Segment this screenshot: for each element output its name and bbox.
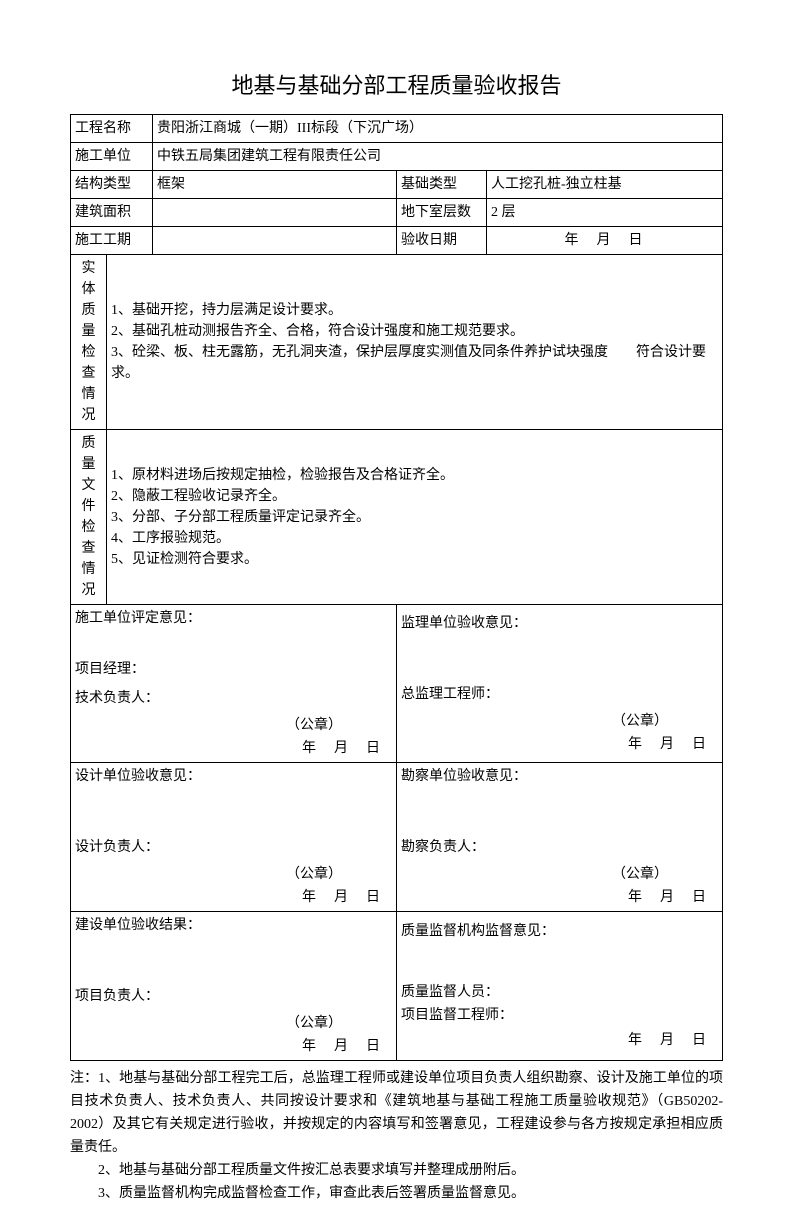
opinion-survey-date: 年 月 日 — [401, 887, 718, 908]
quality-docs-item-5: 5、见证检测符合要求。 — [111, 549, 718, 570]
label-acceptance-date: 验收日期 — [397, 227, 487, 255]
opinion-survey-sig1: 勘察负责人： — [401, 837, 718, 858]
opinion-design-title: 设计单位验收意见： — [75, 766, 392, 787]
opinion-construction-title: 施工单位评定意见： — [75, 608, 392, 629]
opinion-owner-stamp: （公章） — [75, 1013, 392, 1034]
opinion-quality-sup-sig2: 项目监督工程师： — [401, 1005, 718, 1026]
entity-quality-item-2: 2、基础孔桩动测报告齐全、合格，符合设计强度和施工规范要求。 — [111, 321, 718, 342]
note-3: 3、质量监督机构完成监督检查工作，审查此表后签署质量监督意见。 — [70, 1182, 723, 1205]
label-construction-period: 施工工期 — [71, 227, 153, 255]
quality-docs-content: 1、原材料进场后按规定抽检，检验报告及合格证齐全。 2、隐蔽工程验收记录齐全。 … — [107, 430, 723, 605]
label-construction-unit: 施工单位 — [71, 143, 153, 171]
label-structure-type: 结构类型 — [71, 171, 153, 199]
opinion-quality-sup: 质量监督机构监督意见： 质量监督人员： 项目监督工程师： 年 月 日 — [397, 912, 723, 1061]
value-construction-period — [153, 227, 397, 255]
opinion-survey-stamp: （公章） — [401, 864, 718, 885]
value-foundation-type: 人工挖孔桩-独立柱基 — [487, 171, 723, 199]
value-acceptance-date: 年 月 日 — [487, 227, 723, 255]
label-entity-quality: 实体质量检查情况 — [71, 255, 107, 430]
note-1: 注：1、地基与基础分部工程完工后，总监理工程师或建设单位项目负责人组织勘察、设计… — [70, 1067, 723, 1159]
label-project-name: 工程名称 — [71, 115, 153, 143]
opinion-supervision-sig1: 总监理工程师： — [401, 684, 718, 705]
report-table: 工程名称 贵阳浙江商城（一期）III标段（下沉广场） 施工单位 中铁五局集团建筑… — [70, 114, 723, 1061]
quality-docs-item-2: 2、隐蔽工程验收记录齐全。 — [111, 486, 718, 507]
opinion-quality-sup-title: 质量监督机构监督意见： — [401, 921, 718, 942]
entity-quality-content: 1、基础开挖，持力层满足设计要求。 2、基础孔桩动测报告齐全、合格，符合设计强度… — [107, 255, 723, 430]
opinion-quality-sup-sig1: 质量监督人员： — [401, 982, 718, 1003]
opinion-design-sig1: 设计负责人： — [75, 837, 392, 858]
value-project-name: 贵阳浙江商城（一期）III标段（下沉广场） — [153, 115, 723, 143]
opinion-construction-sig1: 项目经理： — [75, 659, 392, 680]
value-basement-floors: 2 层 — [487, 199, 723, 227]
opinion-owner-sig1: 项目负责人： — [75, 986, 392, 1007]
opinion-survey: 勘察单位验收意见： 勘察负责人： （公章） 年 月 日 — [397, 763, 723, 912]
opinion-supervision: 监理单位验收意见： 总监理工程师： （公章） 年 月 日 — [397, 605, 723, 763]
opinion-construction-sig2: 技术负责人： — [75, 688, 392, 709]
label-building-area: 建筑面积 — [71, 199, 153, 227]
opinion-owner-title: 建设单位验收结果： — [75, 915, 392, 936]
opinion-supervision-stamp: （公章） — [401, 711, 718, 732]
label-quality-docs: 质量文件检查情况 — [71, 430, 107, 605]
opinion-design: 设计单位验收意见： 设计负责人： （公章） 年 月 日 — [71, 763, 397, 912]
opinion-construction-date: 年 月 日 — [75, 738, 392, 759]
notes-section: 注：1、地基与基础分部工程完工后，总监理工程师或建设单位项目负责人组织勘察、设计… — [70, 1067, 723, 1206]
value-structure-type: 框架 — [153, 171, 397, 199]
opinion-construction-stamp: （公章） — [75, 715, 392, 736]
label-foundation-type: 基础类型 — [397, 171, 487, 199]
label-basement-floors: 地下室层数 — [397, 199, 487, 227]
entity-quality-item-3: 3、砼梁、板、柱无露筋，无孔洞夹渣，保护层厚度实测值及同条件养护试块强度 符合设… — [111, 342, 718, 384]
opinion-design-stamp: （公章） — [75, 864, 392, 885]
opinion-quality-sup-date: 年 月 日 — [401, 1030, 718, 1051]
opinion-supervision-title: 监理单位验收意见： — [401, 613, 718, 634]
opinion-construction: 施工单位评定意见： 项目经理： 技术负责人： （公章） 年 月 日 — [71, 605, 397, 763]
report-title: 地基与基础分部工程质量验收报告 — [70, 68, 723, 100]
opinion-supervision-date: 年 月 日 — [401, 734, 718, 755]
opinion-survey-title: 勘察单位验收意见： — [401, 766, 718, 787]
quality-docs-item-1: 1、原材料进场后按规定抽检，检验报告及合格证齐全。 — [111, 465, 718, 486]
opinion-owner-date: 年 月 日 — [75, 1036, 392, 1057]
quality-docs-item-4: 4、工序报验规范。 — [111, 528, 718, 549]
value-building-area — [153, 199, 397, 227]
opinion-owner: 建设单位验收结果： 项目负责人： （公章） 年 月 日 — [71, 912, 397, 1061]
opinion-design-date: 年 月 日 — [75, 887, 392, 908]
value-construction-unit: 中铁五局集团建筑工程有限责任公司 — [153, 143, 723, 171]
quality-docs-item-3: 3、分部、子分部工程质量评定记录齐全。 — [111, 507, 718, 528]
entity-quality-item-1: 1、基础开挖，持力层满足设计要求。 — [111, 300, 718, 321]
note-2: 2、地基与基础分部工程质量文件按汇总表要求填写并整理成册附后。 — [70, 1159, 723, 1182]
